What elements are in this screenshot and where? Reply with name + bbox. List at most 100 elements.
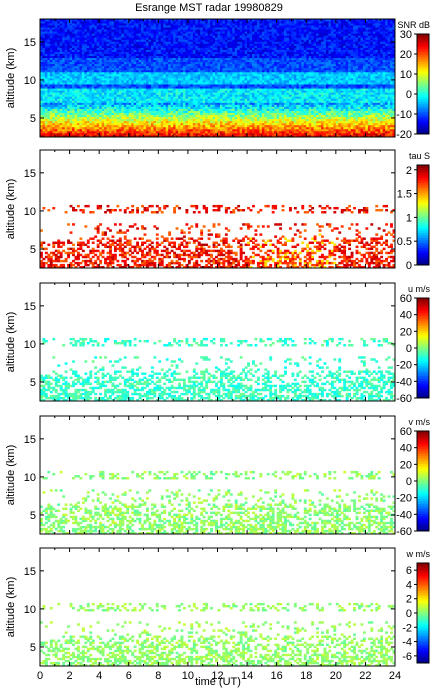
heatmap-cell: [195, 112, 199, 116]
heatmap-cell: [99, 96, 103, 99]
heatmap-cell: [89, 69, 93, 73]
heatmap-cell: [207, 29, 211, 32]
heatmap-cell: [81, 57, 85, 61]
heatmap-cell: [72, 37, 75, 40]
heatmap-cell: [146, 92, 149, 95]
heatmap-cell: [234, 75, 238, 79]
heatmap-cell: [96, 88, 100, 91]
heatmap-cell: [168, 47, 172, 50]
heatmap-cell: [205, 100, 209, 103]
heatmap-cell: [190, 120, 194, 124]
heatmap-cell: [118, 25, 122, 28]
heatmap-cell: [146, 41, 149, 44]
heatmap-cell: [84, 116, 88, 120]
heatmap-cell: [121, 98, 125, 101]
heatmap-cell: [192, 126, 196, 130]
heatmap-cell: [175, 94, 179, 97]
heatmap-cell: [150, 45, 154, 48]
heatmap-cell: [84, 73, 88, 77]
heatmap-cell: [136, 114, 140, 118]
heatmap-cell: [155, 25, 159, 28]
heatmap-cell: [219, 78, 223, 81]
heatmap-cell: [229, 33, 233, 36]
heatmap-cell: [249, 128, 253, 132]
heatmap-cell: [136, 112, 140, 116]
heatmap-cell: [192, 49, 196, 52]
heatmap-cell: [54, 55, 58, 59]
heatmap-cell: [47, 90, 51, 93]
heatmap-cell: [187, 92, 191, 95]
heatmap-cell: [185, 41, 189, 44]
heatmap-cell: [232, 27, 236, 30]
heatmap-cell: [81, 51, 85, 54]
heatmap-cell: [175, 82, 179, 85]
heatmap-cell: [116, 55, 120, 59]
heatmap-cell: [106, 37, 110, 40]
heatmap-cell: [148, 122, 152, 126]
heatmap-cell: [96, 96, 100, 99]
heatmap-cell: [170, 82, 174, 85]
heatmap-cell: [229, 130, 233, 134]
heatmap-cell: [62, 96, 66, 99]
heatmap-cell: [131, 110, 135, 113]
heatmap-cell: [224, 29, 228, 32]
heatmap-cell: [79, 21, 83, 24]
heatmap-cell: [178, 69, 181, 73]
heatmap-cell: [104, 104, 107, 107]
heatmap-cell: [158, 35, 162, 38]
heatmap-cell: [222, 65, 226, 69]
heatmap-cell: [187, 57, 191, 61]
heatmap-cell: [192, 110, 196, 113]
heatmap-cell: [185, 122, 189, 126]
heatmap-cell: [153, 100, 157, 103]
heatmap-cell: [49, 67, 53, 71]
heatmap-cell: [165, 19, 169, 22]
heatmap-cell: [158, 55, 162, 59]
heatmap-cell: [160, 102, 164, 105]
heatmap-cell: [227, 33, 231, 36]
heatmap-cell: [224, 112, 228, 116]
heatmap-cell: [89, 90, 93, 93]
heatmap-cell: [138, 23, 142, 26]
heatmap-cell: [141, 122, 144, 126]
heatmap-cell: [215, 124, 218, 128]
heatmap-cell: [59, 33, 63, 36]
heatmap-cell: [232, 124, 236, 128]
heatmap-cell: [111, 69, 115, 73]
heatmap-cell: [195, 27, 199, 30]
heatmap-cell: [234, 108, 238, 111]
heatmap-cell: [150, 71, 154, 75]
heatmap-cell: [69, 37, 73, 40]
heatmap-cell: [133, 51, 137, 54]
heatmap-cell: [111, 65, 115, 69]
heatmap-cell: [109, 116, 112, 120]
heatmap-cell: [133, 29, 137, 32]
heatmap-cell: [84, 29, 88, 32]
heatmap-cell: [143, 37, 147, 40]
heatmap-cell: [200, 128, 204, 132]
heatmap-cell: [175, 96, 179, 99]
heatmap-cell: [96, 61, 100, 65]
heatmap-cell: [148, 71, 152, 75]
heatmap-cell: [79, 71, 83, 75]
heatmap-cell: [182, 128, 186, 132]
heatmap-cell: [123, 71, 127, 75]
heatmap-cell: [118, 55, 122, 59]
heatmap-cell: [74, 69, 78, 73]
heatmap-cell: [74, 63, 78, 67]
heatmap-cell: [237, 27, 241, 30]
heatmap-cell: [79, 65, 83, 69]
heatmap-cell: [72, 102, 75, 105]
heatmap-cell: [42, 31, 46, 34]
heatmap-cell: [143, 90, 147, 93]
heatmap-cell: [242, 51, 246, 54]
heatmap-cell: [141, 118, 144, 122]
heatmap-cell: [89, 19, 93, 22]
heatmap-cell: [113, 19, 117, 22]
heatmap-cell: [244, 35, 248, 38]
heatmap-cell: [244, 114, 248, 118]
heatmap-cell: [84, 57, 88, 61]
heatmap-cell: [150, 106, 154, 109]
heatmap-cell: [86, 112, 90, 116]
heatmap-cell: [217, 94, 221, 97]
